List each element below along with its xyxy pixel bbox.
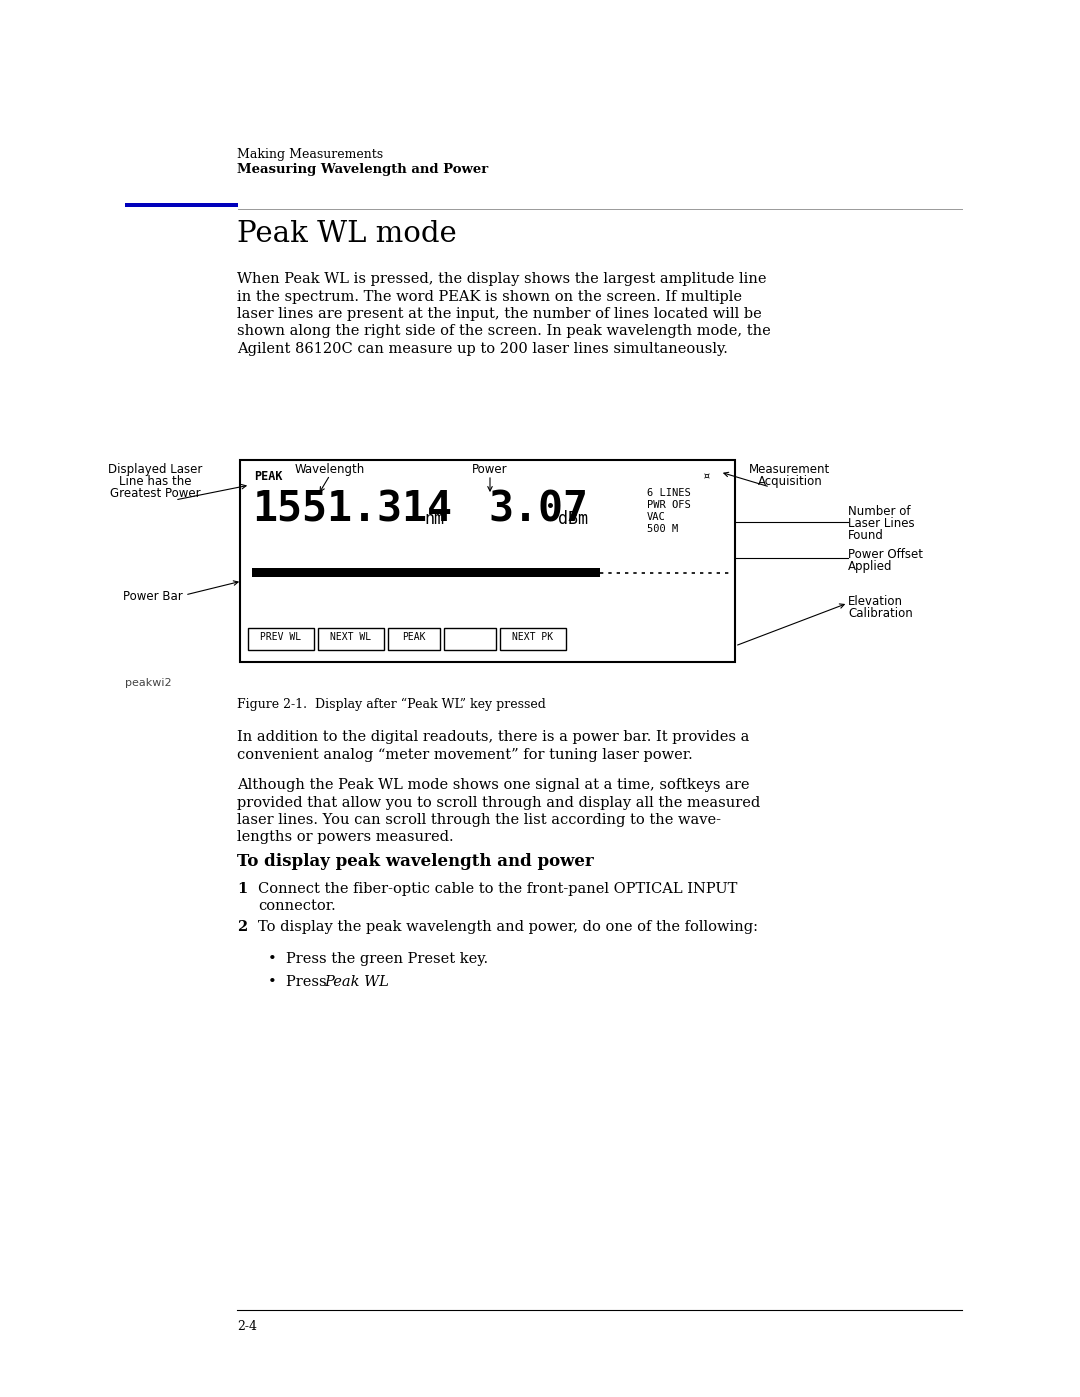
Bar — [444, 629, 496, 650]
Text: •  Press: • Press — [268, 975, 332, 989]
Text: shown along the right side of the screen. In peak wavelength mode, the: shown along the right side of the screen… — [237, 324, 771, 338]
Text: convenient analog “meter movement” for tuning laser power.: convenient analog “meter movement” for t… — [237, 747, 692, 761]
Text: Found: Found — [848, 529, 883, 542]
Text: in the spectrum. The word PEAK is shown on the screen. If multiple: in the spectrum. The word PEAK is shown … — [237, 289, 742, 303]
Text: 1: 1 — [237, 882, 247, 895]
Bar — [252, 569, 600, 577]
Text: Power Bar: Power Bar — [123, 590, 183, 604]
Text: PEAK: PEAK — [254, 469, 283, 483]
Text: provided that allow you to scroll through and display all the measured: provided that allow you to scroll throug… — [237, 795, 760, 809]
Text: 6 LINES: 6 LINES — [647, 488, 691, 497]
Bar — [500, 629, 566, 650]
Text: Measurement: Measurement — [750, 462, 831, 476]
Text: Line has the: Line has the — [119, 475, 191, 488]
Text: Power: Power — [472, 462, 508, 476]
Text: NEXT PK: NEXT PK — [512, 631, 554, 643]
Text: nm: nm — [424, 510, 444, 528]
Text: ¤: ¤ — [703, 469, 711, 483]
Text: Number of: Number of — [848, 504, 910, 518]
Text: Calibration: Calibration — [848, 608, 913, 620]
Text: When Peak WL is pressed, the display shows the largest amplitude line: When Peak WL is pressed, the display sho… — [237, 272, 767, 286]
Bar — [125, 203, 238, 207]
Text: Laser Lines: Laser Lines — [848, 517, 915, 529]
Text: dBm: dBm — [558, 510, 588, 528]
Text: Applied: Applied — [848, 560, 892, 573]
Bar — [248, 629, 314, 650]
Text: Peak WL: Peak WL — [324, 975, 389, 989]
Text: 500 M: 500 M — [647, 524, 678, 534]
Text: Although the Peak WL mode shows one signal at a time, softkeys are: Although the Peak WL mode shows one sign… — [237, 778, 750, 792]
Text: peakwi2: peakwi2 — [125, 678, 172, 687]
Text: Peak WL mode: Peak WL mode — [237, 219, 457, 249]
Text: 2: 2 — [237, 921, 247, 935]
Text: Figure 2-1.  Display after “Peak WL” key pressed: Figure 2-1. Display after “Peak WL” key … — [237, 698, 545, 711]
Text: 1551.314: 1551.314 — [252, 488, 453, 529]
Text: Making Measurements: Making Measurements — [237, 148, 383, 161]
Text: •  Press the green Preset key.: • Press the green Preset key. — [268, 951, 488, 965]
Text: .: . — [372, 975, 377, 989]
Text: PWR OFS: PWR OFS — [647, 500, 691, 510]
Text: Elevation: Elevation — [848, 595, 903, 608]
Text: To display peak wavelength and power: To display peak wavelength and power — [237, 854, 594, 870]
Bar — [240, 460, 735, 662]
Text: Greatest Power: Greatest Power — [110, 488, 200, 500]
Bar — [318, 629, 384, 650]
Text: Connect the fiber‑optic cable to the front‑panel OPTICAL INPUT: Connect the fiber‑optic cable to the fro… — [258, 882, 738, 895]
Text: connector.: connector. — [258, 900, 336, 914]
Text: Acquisition: Acquisition — [758, 475, 822, 488]
Bar — [388, 629, 440, 650]
Text: To display the peak wavelength and power, do one of the following:: To display the peak wavelength and power… — [258, 921, 758, 935]
Text: Displayed Laser: Displayed Laser — [108, 462, 202, 476]
Text: Agilent 86120C can measure up to 200 laser lines simultaneously.: Agilent 86120C can measure up to 200 las… — [237, 342, 728, 356]
Text: laser lines are present at the input, the number of lines located will be: laser lines are present at the input, th… — [237, 307, 761, 321]
Text: PEAK: PEAK — [402, 631, 426, 643]
Text: Measuring Wavelength and Power: Measuring Wavelength and Power — [237, 163, 488, 176]
Text: PREV WL: PREV WL — [260, 631, 301, 643]
Text: 3.07: 3.07 — [488, 488, 588, 529]
Text: Power Offset: Power Offset — [848, 548, 923, 562]
Text: NEXT WL: NEXT WL — [330, 631, 372, 643]
Text: VAC: VAC — [647, 511, 665, 522]
Text: 2-4: 2-4 — [237, 1320, 257, 1333]
Text: laser lines. You can scroll through the list according to the wave-: laser lines. You can scroll through the … — [237, 813, 721, 827]
Text: lengths or powers measured.: lengths or powers measured. — [237, 830, 454, 845]
Text: In addition to the digital readouts, there is a power bar. It provides a: In addition to the digital readouts, the… — [237, 731, 750, 745]
Text: Wavelength: Wavelength — [295, 462, 365, 476]
